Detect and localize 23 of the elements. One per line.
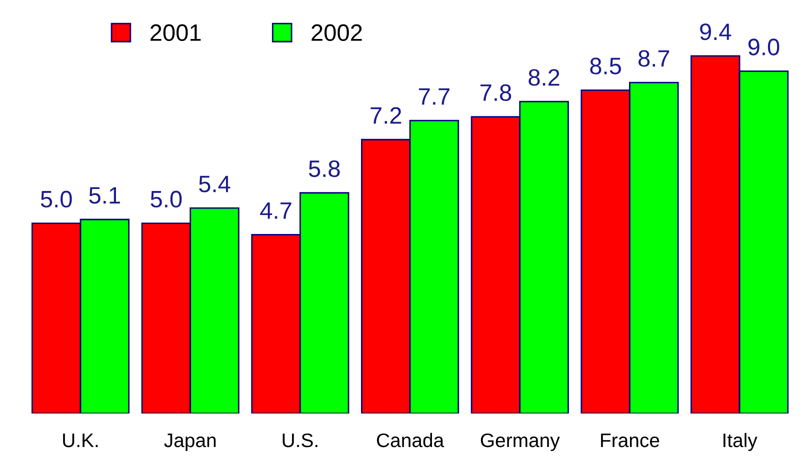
legend-label: 2002	[312, 24, 362, 42]
data-label: 8.5	[590, 58, 621, 74]
data-label: 5.8	[308, 160, 340, 178]
x-tick-label: Canada	[376, 432, 444, 448]
data-label: 5.1	[89, 187, 120, 204]
data-label: 5.4	[199, 176, 230, 192]
x-tick-label: Italy	[724, 432, 758, 452]
data-label: 5.0	[150, 190, 182, 208]
data-label: 9.4	[700, 23, 732, 40]
data-label: 8.2	[528, 69, 560, 86]
x-tick-label: France	[601, 434, 660, 448]
data-label: 7.2	[370, 107, 402, 124]
legend-label: 2001	[150, 24, 201, 42]
x-tick-label: U.S.	[282, 433, 318, 448]
data-label: 5.0	[40, 190, 72, 208]
data-label: 9.0	[748, 38, 780, 56]
x-tick-label: Germany	[480, 433, 560, 452]
x-tick-label: U.K.	[63, 434, 98, 448]
x-tick-label: Japan	[164, 434, 216, 452]
data-label: 8.7	[638, 50, 670, 67]
data-label: 7.7	[419, 88, 450, 105]
data-label: 7.8	[480, 84, 512, 102]
data-label: 4.7	[260, 202, 292, 219]
